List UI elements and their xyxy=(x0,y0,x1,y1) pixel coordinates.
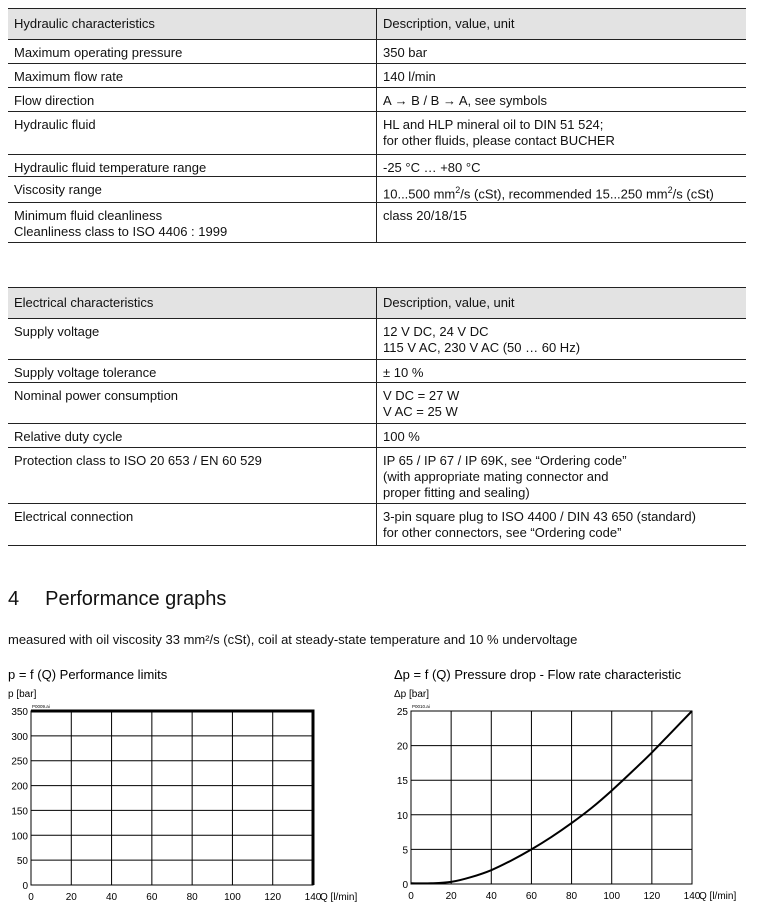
label-cell: Viscosity range xyxy=(8,176,377,204)
x-tick-label: 80 xyxy=(187,892,199,903)
series-line xyxy=(31,709,315,885)
y-tick-label: 250 xyxy=(11,757,28,768)
section-number: 4 xyxy=(8,588,20,610)
label-cell: Flow direction xyxy=(8,87,377,112)
x-axis-label: Q [l/min] xyxy=(699,891,736,902)
table-row: Minimum fluid cleanliness Cleanliness cla… xyxy=(8,202,746,244)
x-tick-label: 20 xyxy=(66,892,78,903)
x-tick-label: 80 xyxy=(566,891,578,902)
label-cell: Maximum operating pressure xyxy=(8,39,377,64)
x-axis-label: Q [l/min] xyxy=(320,892,357,903)
x-tick-label: 140 xyxy=(684,891,701,902)
y-tick-label: 5 xyxy=(402,845,408,856)
table-row: Hydraulic fluid HL and HLP mineral oil to… xyxy=(8,111,746,155)
table-row: Viscosity range 10...500 mm2/s (cSt), rec… xyxy=(8,176,746,204)
x-tick-label: 60 xyxy=(146,892,158,903)
value-cell: -25 °C … +80 °C xyxy=(376,154,746,177)
table-row: Flow direction A → B / B → A, see symbols xyxy=(8,87,746,112)
label-cell: Supply voltage xyxy=(8,318,377,360)
y-tick-label: 150 xyxy=(11,806,28,817)
y-axis-label: p [bar] xyxy=(8,689,37,700)
x-tick-label: 140 xyxy=(305,892,322,903)
value-cell: HL and HLP mineral oil to DIN 51 524; for… xyxy=(376,111,746,155)
y-tick-label: 25 xyxy=(397,707,409,718)
section-title: Performance graphs xyxy=(45,588,227,610)
label-cell: Hydraulic fluid xyxy=(8,111,377,155)
x-tick-label: 100 xyxy=(603,891,620,902)
label-cell: Electrical characteristics xyxy=(8,287,377,319)
x-tick-label: 40 xyxy=(106,892,118,903)
value-cell: Description, value, unit xyxy=(376,8,746,40)
label-cell: Maximum flow rate xyxy=(8,63,377,88)
chart-title: Δp = f (Q) Pressure drop - Flow rate cha… xyxy=(394,667,682,682)
value-cell: IP 65 / IP 67 / IP 69K, see “Ordering co… xyxy=(376,447,746,504)
table-row: Maximum operating pressure 350 bar xyxy=(8,39,746,64)
x-tick-label: 40 xyxy=(486,891,498,902)
table-row: Maximum flow rate 140 l/min xyxy=(8,63,746,88)
x-tick-label: 120 xyxy=(644,891,661,902)
file-label: P0010.ai xyxy=(412,704,430,709)
y-tick-label: 20 xyxy=(397,742,409,753)
label-cell: Minimum fluid cleanliness Cleanliness cla… xyxy=(8,202,377,244)
file-label: P0009.ai xyxy=(32,704,50,709)
label-cell: Hydraulic fluid temperature range xyxy=(8,154,377,177)
x-tick-label: 20 xyxy=(446,891,458,902)
y-tick-label: 10 xyxy=(397,811,409,822)
x-tick-label: 0 xyxy=(28,892,34,903)
y-tick-label: 350 xyxy=(11,707,28,718)
value-cell: 350 bar xyxy=(376,39,746,64)
y-tick-label: 50 xyxy=(17,856,29,867)
x-tick-label: 0 xyxy=(408,891,414,902)
value-cell: A → B / B → A, see symbols xyxy=(376,87,746,112)
plot-frame xyxy=(410,710,693,885)
value-cell: Description, value, unit xyxy=(376,287,746,319)
x-tick-label: 100 xyxy=(224,892,241,903)
table-header: Hydraulic characteristics Description, va… xyxy=(8,8,746,40)
y-tick-label: 0 xyxy=(402,880,408,891)
label-cell: Electrical connection xyxy=(8,503,377,546)
value-cell: 100 % xyxy=(376,423,746,448)
measurement-note: measured with oil viscosity 33 mm²/s (cS… xyxy=(8,632,578,647)
y-tick-label: 200 xyxy=(11,782,28,793)
table-row: Protection class to ISO 20 653 / EN 60 5… xyxy=(8,447,746,504)
plot-frame xyxy=(30,710,314,886)
x-tick-label: 60 xyxy=(526,891,538,902)
label-cell: Supply voltage tolerance xyxy=(8,359,377,383)
table-row: Supply voltage tolerance ± 10 % xyxy=(8,359,746,383)
value-cell: 12 V DC, 24 V DC 115 V AC, 230 V AC (50 …… xyxy=(376,318,746,360)
y-tick-label: 15 xyxy=(397,776,409,787)
x-tick-label: 120 xyxy=(264,892,281,903)
label-cell: Relative duty cycle xyxy=(8,423,377,448)
y-tick-label: 100 xyxy=(11,831,28,842)
value-cell: 10...500 mm2/s (cSt), recommended 15...2… xyxy=(376,176,746,204)
electrical-characteristics-table: Electrical characteristics Description, v… xyxy=(8,287,746,546)
label-cell: Hydraulic characteristics xyxy=(8,8,377,40)
table-row: Hydraulic fluid temperature range -25 °C … xyxy=(8,154,746,177)
value-cell: 3-pin square plug to ISO 4400 / DIN 43 6… xyxy=(376,503,746,546)
section-heading: 4 Performance graphs xyxy=(8,588,252,611)
table-row: Supply voltage 12 V DC, 24 V DC 115 V AC, … xyxy=(8,318,746,360)
value-cell: ± 10 % xyxy=(376,359,746,383)
y-tick-label: 0 xyxy=(22,881,28,892)
y-axis-label: Δp [bar] xyxy=(394,689,429,700)
chart-title: p = f (Q) Performance limits xyxy=(8,667,168,682)
table-header: Electrical characteristics Description, v… xyxy=(8,287,746,319)
table-row: Relative duty cycle 100 % xyxy=(8,423,746,448)
value-cell: class 20/18/15 xyxy=(376,202,746,244)
value-cell: 140 l/min xyxy=(376,63,746,88)
table-row: Electrical connection 3-pin square plug t… xyxy=(8,503,746,546)
label-cell: Nominal power consumption xyxy=(8,382,377,424)
hydraulic-characteristics-table: Hydraulic characteristics Description, va… xyxy=(8,8,746,244)
label-cell: Protection class to ISO 20 653 / EN 60 5… xyxy=(8,447,377,504)
y-tick-label: 300 xyxy=(11,732,28,743)
series-line xyxy=(410,710,693,885)
